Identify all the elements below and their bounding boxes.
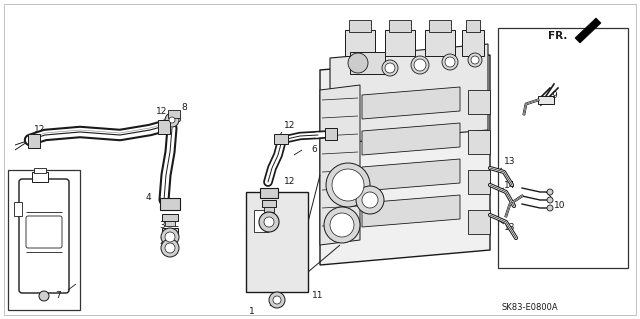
Circle shape bbox=[169, 117, 175, 123]
Circle shape bbox=[414, 59, 426, 71]
Bar bbox=[429, 20, 451, 32]
Circle shape bbox=[356, 186, 384, 214]
Text: 11: 11 bbox=[312, 292, 324, 300]
Bar bbox=[325, 128, 337, 140]
Text: 13: 13 bbox=[504, 158, 516, 167]
Bar bbox=[162, 214, 178, 221]
Text: 2: 2 bbox=[159, 238, 165, 247]
Circle shape bbox=[39, 291, 49, 301]
Polygon shape bbox=[362, 123, 460, 155]
Polygon shape bbox=[320, 85, 360, 245]
Bar bbox=[349, 20, 371, 32]
Polygon shape bbox=[575, 18, 601, 43]
Circle shape bbox=[264, 217, 274, 227]
Text: 5: 5 bbox=[175, 115, 181, 124]
Circle shape bbox=[468, 53, 482, 67]
Bar bbox=[254, 210, 268, 232]
Bar bbox=[425, 30, 455, 56]
Bar bbox=[260, 188, 278, 198]
Text: 8: 8 bbox=[181, 102, 187, 112]
Circle shape bbox=[471, 56, 479, 64]
Bar bbox=[264, 207, 274, 212]
Circle shape bbox=[332, 169, 364, 201]
Circle shape bbox=[442, 54, 458, 70]
Bar bbox=[158, 120, 170, 134]
Text: 13: 13 bbox=[504, 224, 516, 233]
Bar bbox=[262, 200, 276, 207]
Text: 3: 3 bbox=[159, 221, 165, 231]
Text: 2: 2 bbox=[287, 213, 293, 222]
Bar bbox=[246, 192, 308, 292]
Bar bbox=[160, 198, 180, 210]
Circle shape bbox=[547, 205, 553, 211]
Polygon shape bbox=[362, 87, 460, 119]
Circle shape bbox=[382, 60, 398, 76]
Bar bbox=[165, 235, 175, 240]
Text: FR.: FR. bbox=[548, 31, 567, 41]
Bar bbox=[14, 202, 22, 216]
Bar bbox=[468, 90, 490, 114]
Bar bbox=[468, 210, 490, 234]
Circle shape bbox=[385, 63, 395, 73]
Text: 6: 6 bbox=[311, 145, 317, 154]
Circle shape bbox=[547, 197, 553, 203]
Bar bbox=[468, 130, 490, 154]
Circle shape bbox=[326, 163, 370, 207]
Circle shape bbox=[445, 57, 455, 67]
Polygon shape bbox=[320, 55, 490, 265]
Bar bbox=[274, 134, 288, 144]
Polygon shape bbox=[362, 159, 460, 191]
Circle shape bbox=[273, 296, 281, 304]
Circle shape bbox=[165, 113, 179, 127]
Circle shape bbox=[165, 243, 175, 253]
Circle shape bbox=[165, 232, 175, 242]
FancyBboxPatch shape bbox=[19, 179, 69, 293]
Bar bbox=[385, 30, 415, 56]
Circle shape bbox=[547, 189, 553, 195]
Circle shape bbox=[362, 192, 378, 208]
Circle shape bbox=[411, 56, 429, 74]
Bar bbox=[538, 96, 554, 104]
Bar bbox=[462, 30, 484, 56]
Text: 12: 12 bbox=[35, 125, 45, 135]
Text: 10: 10 bbox=[554, 202, 566, 211]
Text: 12: 12 bbox=[156, 108, 168, 116]
Text: SK83-E0800A: SK83-E0800A bbox=[502, 302, 559, 311]
Bar bbox=[165, 221, 175, 226]
Text: 12: 12 bbox=[284, 122, 296, 130]
FancyBboxPatch shape bbox=[26, 216, 62, 248]
Bar bbox=[28, 134, 40, 148]
Bar bbox=[345, 30, 375, 56]
Bar bbox=[32, 172, 48, 182]
Bar bbox=[34, 168, 46, 173]
Circle shape bbox=[161, 239, 179, 257]
Bar bbox=[389, 20, 411, 32]
Circle shape bbox=[324, 207, 360, 243]
Text: 3: 3 bbox=[287, 194, 293, 203]
Text: 9: 9 bbox=[551, 92, 557, 100]
Bar bbox=[466, 20, 480, 32]
Bar bbox=[468, 170, 490, 194]
Circle shape bbox=[348, 53, 368, 73]
Circle shape bbox=[161, 228, 179, 246]
Text: 14: 14 bbox=[504, 182, 516, 190]
Bar bbox=[8, 170, 80, 310]
Circle shape bbox=[330, 213, 354, 237]
Polygon shape bbox=[362, 195, 460, 227]
Bar bbox=[498, 28, 628, 268]
Bar bbox=[162, 228, 178, 235]
Circle shape bbox=[259, 212, 279, 232]
Polygon shape bbox=[330, 44, 488, 144]
Text: 1: 1 bbox=[249, 308, 255, 316]
Text: 4: 4 bbox=[145, 192, 151, 202]
Text: 7: 7 bbox=[55, 292, 61, 300]
Circle shape bbox=[269, 292, 285, 308]
Bar bbox=[350, 52, 385, 74]
Text: 12: 12 bbox=[284, 177, 296, 187]
Bar bbox=[168, 110, 180, 118]
